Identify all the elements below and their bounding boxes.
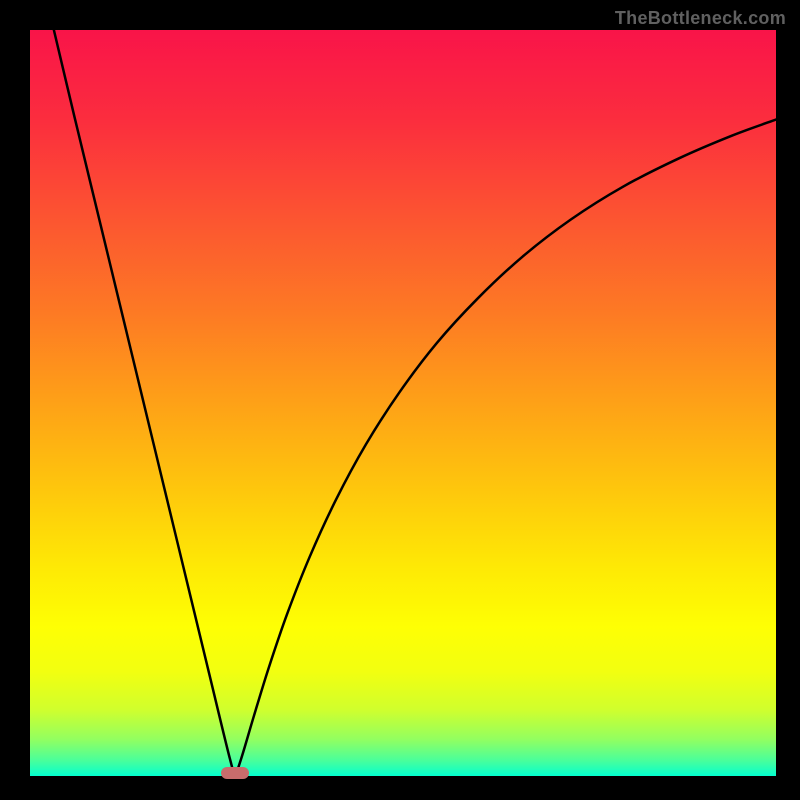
plot-area (30, 30, 776, 776)
watermark-text: TheBottleneck.com (615, 8, 786, 29)
curve-layer (30, 30, 776, 776)
bottleneck-curve (54, 30, 776, 773)
minimum-marker (221, 767, 249, 779)
